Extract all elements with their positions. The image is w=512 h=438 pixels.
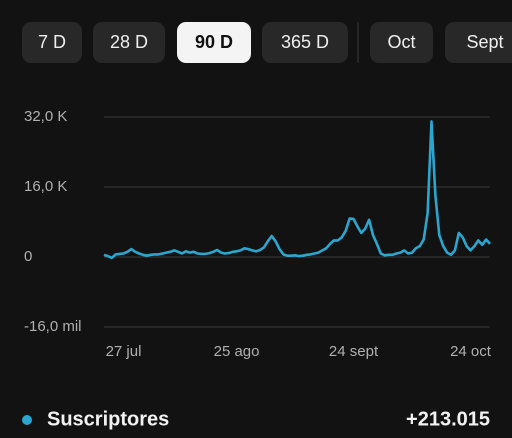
tab-button[interactable] [445,22,512,63]
y-tick-label: 16,0 K [24,178,67,195]
tab-button[interactable] [370,22,433,63]
tab-label[interactable]: Oct [387,32,415,52]
tab-button[interactable] [177,22,251,63]
tab-label[interactable]: 7 D [38,32,66,52]
y-tick-label: 0 [24,248,32,265]
tab-label[interactable]: 90 D [195,32,233,52]
x-tick-label: 25 ago [214,343,260,360]
legend-label: Suscriptores [47,408,169,430]
tab-button[interactable] [262,22,348,63]
y-tick-label: 32,0 K [24,108,67,125]
x-tick-label: 24 oct [450,343,492,360]
tab-button[interactable] [22,22,82,63]
legend-swatch [22,415,32,425]
tab-label[interactable]: Sept [466,32,503,52]
x-tick-label: 24 sept [329,343,379,360]
y-tick-label: -16,0 mil [24,318,82,335]
tab-label[interactable]: 365 D [281,32,329,52]
total-value: +213.015 [406,408,490,430]
tab-button[interactable] [93,22,165,63]
series-line [103,120,491,260]
x-tick-label: 27 jul [106,343,142,360]
tab-label[interactable]: 28 D [110,32,148,52]
